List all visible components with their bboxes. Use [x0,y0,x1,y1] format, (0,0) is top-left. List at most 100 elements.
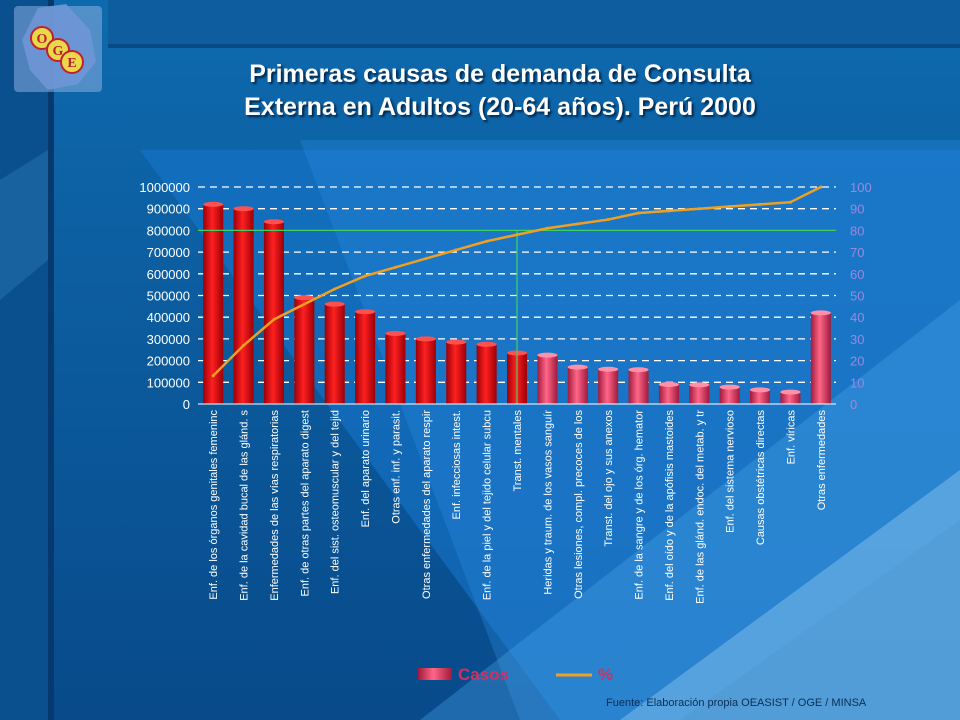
category-label: Enf. de las glánd. endoc. del metab. y t… [694,410,706,604]
bar-top-4 [324,301,345,307]
bar-top-15 [658,381,679,387]
cumulative-point-7 [424,257,428,261]
category-label: Enf. de la sangre y de los órg. hemator [634,410,646,600]
bar-11 [537,355,558,404]
y-left-tick-label: 500000 [147,289,190,304]
y-right-tick-label: 50 [850,289,864,304]
legend-bar-swatch [418,668,452,680]
category-label: Enf. infecciosas intest. [451,410,463,519]
y-left-tick-label: 300000 [147,332,190,347]
bar-20 [810,312,831,404]
y-left-tick-label: 900000 [147,202,190,217]
bar-14 [628,369,649,404]
bar-4 [324,304,345,404]
y-left-tick-label: 700000 [147,245,190,260]
bar-top-5 [355,309,376,315]
bar-top-11 [537,352,558,358]
y-right-tick-label: 10 [850,375,864,390]
y-left-tick-label: 800000 [147,223,190,238]
cumulative-point-12 [576,222,580,226]
bar-top-20 [810,310,831,316]
category-label: Otras lesiones, compl. precoces de los [573,410,585,599]
title-line-2: Externa en Adultos (20-64 años). Perú 20… [244,93,756,121]
bar-0 [203,204,224,404]
y-left-tick-label: 600000 [147,267,190,282]
category-label: Enf. del aparato urinario [360,410,372,527]
y-left-tick-label: 400000 [147,310,190,325]
bar-top-14 [628,367,649,373]
category-label: Enf. del sistema nervioso [725,410,737,533]
category-label: Heridas y traum. de los vasos sanguír [542,410,554,595]
bar-top-19 [780,389,801,395]
bar-17 [719,387,740,404]
cumulative-point-2 [272,317,276,321]
bar-top-0 [203,201,224,207]
title-line-1: Primeras causas de demanda de Consulta [249,60,751,88]
bar-top-6 [385,330,406,336]
category-label: Transt. mentales [512,410,524,492]
category-label: Enfermedades de las vías respiratorias [269,410,281,601]
category-label: Enf. de los órganos genitales femeninc [208,410,220,600]
cumulative-point-6 [393,265,397,269]
bar-top-16 [689,382,710,388]
logo-letter-o: O [37,32,48,47]
cumulative-point-19 [788,200,792,204]
bar-3 [294,297,315,404]
y-right-tick-label: 0 [850,397,857,412]
y-right-tick-label: 90 [850,202,864,217]
bar-9 [476,344,497,404]
cumulative-point-0 [211,374,215,378]
y-right-tick-label: 80 [850,223,864,238]
bar-18 [750,389,771,404]
cumulative-point-20 [819,185,823,189]
y-right-tick-label: 30 [850,332,864,347]
cumulative-point-11 [545,226,549,230]
logo: O G E [14,4,102,92]
bar-top-12 [567,364,588,370]
cumulative-point-10 [515,233,519,237]
y-left-tick-label: 100000 [147,375,190,390]
bar-16 [689,384,710,404]
y-right-tick-label: 70 [850,245,864,260]
category-label: Enf. víricas [785,410,797,465]
bar-5 [355,311,376,404]
cumulative-point-4 [333,287,337,291]
legend-label-percent: % [598,665,613,684]
category-label: Enf. de la cavidad bucal de las glánd. s [239,410,251,601]
cumulative-point-1 [242,343,246,347]
bar-top-1 [233,206,254,212]
category-label: Enf. de otras partes del aparato digest [299,410,311,597]
cumulative-point-9 [485,239,489,243]
bar-top-8 [446,339,467,345]
bar-top-13 [598,366,619,372]
category-label: Enf. del sist. osteomuscular y del tejid [330,410,342,594]
y-right-tick-label: 60 [850,267,864,282]
category-label: Otras enfermedades del aparato respir [421,410,433,599]
cumulative-point-8 [454,248,458,252]
cumulative-point-16 [697,207,701,211]
category-label: Enf. del oído y de la apófisis mastoides [664,410,676,601]
y-right-tick-label: 100 [850,180,872,195]
category-label: Otras enfermedades [816,410,828,511]
legend-label-casos: Casos [458,665,509,684]
bar-12 [567,367,588,404]
bar-top-9 [476,341,497,347]
bar-1 [233,208,254,404]
cumulative-point-17 [728,205,732,209]
y-right-tick-label: 40 [850,310,864,325]
page-title: Primeras causas de demanda de Consulta E… [120,58,880,124]
bar-8 [446,342,467,404]
source-note: Fuente: Elaboración propia OEASIST / OGE… [606,697,867,709]
bar-19 [780,392,801,404]
category-label: Enf. de la piel y del tejido celular sub… [482,410,494,600]
cumulative-point-3 [302,302,306,306]
y-left-tick-label: 1000000 [139,180,190,195]
bar-13 [598,369,619,404]
category-label: Causas obstétricas directas [755,410,767,546]
logo-letter-g: G [53,44,64,59]
logo-letter-e: E [67,56,76,71]
category-label: Transt. del ojo y sus anexos [603,410,615,547]
y-right-tick-label: 20 [850,354,864,369]
y-left-tick-label: 0 [183,397,190,412]
